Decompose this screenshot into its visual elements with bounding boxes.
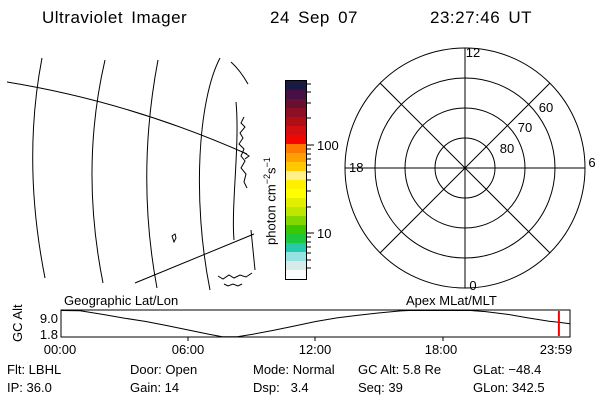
colorbar-slice xyxy=(286,252,306,261)
status-seq: Seq: 39 xyxy=(358,380,403,395)
colorbar-slice xyxy=(286,162,306,171)
unit-text: s xyxy=(263,167,279,175)
mlat-ring-label-70: 70 xyxy=(518,120,532,135)
colorbar-slice xyxy=(286,108,306,117)
colorbar-slice xyxy=(286,99,306,108)
colorbar-slice xyxy=(286,270,306,279)
colorbar-slice xyxy=(286,117,306,126)
colorbar-tick-label-10: 10 xyxy=(317,226,332,241)
colorbar-slice xyxy=(286,153,306,162)
mlt-label-6: 6 xyxy=(588,155,595,170)
map-meridian xyxy=(91,59,106,284)
map-parallel xyxy=(6,81,248,155)
apex-polar-panel: 12 18 6 0 80 70 60 xyxy=(344,45,596,293)
unit-text: photon cm xyxy=(263,184,279,245)
map-meridian xyxy=(146,59,159,289)
map-meridian xyxy=(232,101,238,241)
strip-x-tick-0600: 06:00 xyxy=(171,342,205,357)
colorbar-slice xyxy=(286,225,306,234)
strip-x-tick-2359: 23:59 xyxy=(539,342,573,357)
coastline-island xyxy=(171,233,177,244)
status-mode: Mode: Normal xyxy=(253,362,335,377)
status-filter: Flt: LBHL xyxy=(7,362,62,377)
colorbar-slice xyxy=(286,198,306,207)
polar-panel-caption: Apex MLat/MLT xyxy=(406,293,497,308)
map-meridian xyxy=(230,61,249,85)
mlt-spokes xyxy=(345,48,585,288)
map-meridian xyxy=(250,229,256,271)
map-meridian xyxy=(32,57,46,279)
strip-x-tick-0000: 00:00 xyxy=(43,342,77,357)
gc-alt-strip-chart xyxy=(60,309,571,341)
strip-x-tick-1800: 18:00 xyxy=(424,342,458,357)
strip-y-tick-1-8: 1.8 xyxy=(39,327,58,342)
mlat-ring-label-60: 60 xyxy=(539,100,553,115)
coastline xyxy=(242,151,250,160)
minor-ticks xyxy=(306,83,311,269)
colorbar-slice xyxy=(286,207,306,216)
strip-frame xyxy=(60,309,571,338)
colorbar-slice xyxy=(286,135,306,144)
status-door: Door: Open xyxy=(130,362,198,377)
strip-y-tick-9: 9.0 xyxy=(39,311,58,326)
status-glon: GLon: 342.5 xyxy=(473,380,545,395)
geographic-map-panel xyxy=(6,57,256,291)
status-glat: GLat: −48.4 xyxy=(473,362,542,377)
coastline xyxy=(217,272,253,280)
colorbar-slice xyxy=(286,144,306,153)
instrument-title: Ultraviolet Imager xyxy=(42,8,188,27)
mlt-label-12: 12 xyxy=(466,45,480,60)
status-gain: Gain: 14 xyxy=(130,380,180,395)
colorbar-slice xyxy=(286,126,306,135)
colorbar-unit-label: photon cm−2s−1 xyxy=(262,157,278,245)
status-gc-alt: GC Alt: 5.8 Re xyxy=(358,362,442,377)
strip-x-tick-1200: 12:00 xyxy=(298,342,332,357)
mlt-label-0: 0 xyxy=(469,278,476,293)
date-stamp: 24 Sep 07 xyxy=(270,8,359,27)
map-panel-caption: Geographic Lat/Lon xyxy=(64,293,179,308)
intensity-colorbar xyxy=(285,80,307,280)
map-parallel xyxy=(134,233,255,284)
coastline xyxy=(223,283,243,287)
coastline xyxy=(238,116,248,189)
status-ip: IP: 36.0 xyxy=(7,380,52,395)
colorbar-slice xyxy=(286,180,306,189)
unit-exponent: −2 xyxy=(262,174,272,185)
colorbar-tick-label-100: 100 xyxy=(317,138,339,153)
gc-alt-curve xyxy=(60,310,570,338)
mlat-ring-label-80: 80 xyxy=(500,141,514,156)
colorbar-slice xyxy=(286,261,306,270)
colorbar-slice xyxy=(286,234,306,243)
time-stamp: 23:27:46 UT xyxy=(430,8,533,27)
strip-x-ticks xyxy=(187,337,444,341)
status-dsp: Dsp: 3.4 xyxy=(253,380,309,395)
colorbar-slice xyxy=(286,189,306,198)
colorbar-slice xyxy=(286,81,306,90)
unit-exponent: −1 xyxy=(262,157,272,168)
mlt-label-18: 18 xyxy=(349,160,363,175)
colorbar-slice xyxy=(286,90,306,99)
colorbar-slice xyxy=(286,243,306,252)
colorbar-slice xyxy=(286,216,306,225)
colorbar-slice xyxy=(286,171,306,180)
colorbar-ticks xyxy=(306,83,314,269)
map-meridian xyxy=(198,57,221,291)
